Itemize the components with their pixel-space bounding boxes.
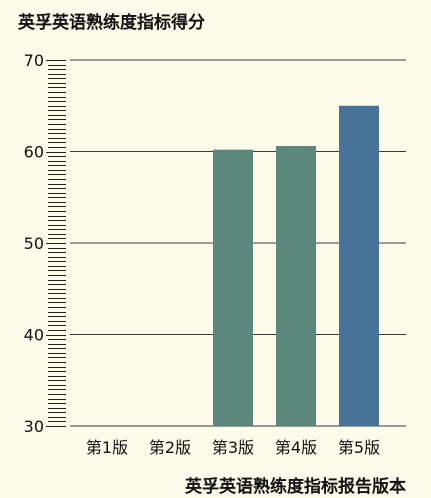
y-tick-label-70: 70: [24, 51, 44, 70]
chart-title: 英孚英语熟练度指标得分: [18, 12, 205, 33]
x-tick-label-2: 第2版: [149, 438, 191, 457]
minor-ticks: [46, 61, 66, 427]
bar-3: [213, 150, 253, 426]
y-tick-label-50: 50: [24, 234, 44, 253]
bar-4: [276, 146, 316, 426]
y-tick-label-60: 60: [24, 143, 44, 162]
y-tick-label-40: 40: [24, 326, 44, 345]
x-tick-label-3: 第3版: [212, 438, 254, 457]
x-tick-labels: 第1版 第2版 第3版 第4版 第5版: [86, 438, 380, 457]
x-axis-label: 英孚英语熟练度指标报告版本: [185, 476, 406, 497]
bar-5: [339, 106, 379, 426]
bars-layer: [213, 106, 379, 426]
y-tick-label-30: 30: [24, 417, 44, 436]
x-tick-label-1: 第1版: [86, 438, 128, 457]
x-tick-label-5: 第5版: [338, 438, 380, 457]
y-tick-labels: 30 40 50 60 70: [24, 51, 44, 436]
x-tick-label-4: 第4版: [275, 438, 317, 457]
